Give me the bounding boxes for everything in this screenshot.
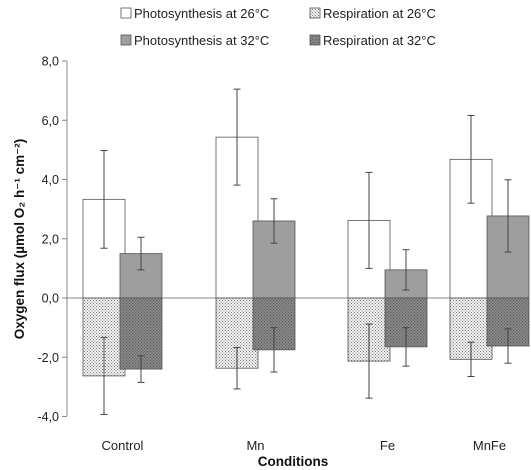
- error-bar: [270, 327, 278, 373]
- bars: [82, 136, 530, 377]
- error-bars: [100, 88, 512, 415]
- error-bar: [100, 336, 108, 415]
- legend-swatch: [309, 34, 321, 46]
- legend-label: Respiration at 32°C: [323, 33, 436, 48]
- legend-label: Photosynthesis at 26°C: [134, 6, 269, 21]
- legend-swatch: [120, 34, 132, 46]
- y-tick-label: -4,0: [37, 410, 59, 424]
- error-bar: [233, 88, 241, 186]
- error-bar: [365, 323, 373, 399]
- category-label-mn: Mn: [246, 438, 264, 453]
- legend: Photosynthesis at 26°C Respiration at 26°…: [120, 6, 436, 48]
- legend-item: Respiration at 26°C: [309, 6, 436, 21]
- legend-label: Photosynthesis at 32°C: [134, 33, 269, 48]
- y-tick-label: 4,0: [42, 173, 59, 187]
- y-tick-label: 2,0: [42, 232, 59, 246]
- legend-item: Photosynthesis at 26°C: [120, 6, 269, 21]
- error-bar: [137, 355, 145, 383]
- category-label-mnfe: MnFe: [473, 438, 506, 453]
- legend-label: Respiration at 26°C: [323, 6, 436, 21]
- error-bar: [504, 328, 512, 364]
- error-bar: [467, 115, 475, 204]
- error-bar: [365, 171, 373, 269]
- y-axis-title: Oxygen flux (µmol O₂ h⁻¹ cm⁻²): [12, 139, 27, 340]
- bar-respiration-at-32-c-mn: [252, 297, 296, 351]
- legend-item: Respiration at 32°C: [309, 33, 436, 48]
- error-bar: [270, 198, 278, 244]
- y-tick-label: 6,0: [42, 114, 59, 128]
- y-tick-label: 0,0: [42, 292, 59, 306]
- legend-swatch: [120, 7, 132, 19]
- x-axis-title: Conditions: [258, 454, 329, 469]
- error-bar: [402, 249, 410, 291]
- error-bar: [504, 179, 512, 253]
- legend-swatch: [309, 7, 321, 19]
- category-label-fe: Fe: [380, 438, 395, 453]
- error-bar: [137, 236, 145, 271]
- error-bar: [100, 149, 108, 249]
- category-label-control: Control: [102, 438, 144, 453]
- error-bar: [233, 346, 241, 390]
- error-bar: [402, 327, 410, 367]
- legend-item: Photosynthesis at 32°C: [120, 33, 269, 48]
- error-bar: [467, 341, 475, 378]
- y-tick-label: -2,0: [37, 351, 59, 365]
- y-tick-label: 8,0: [42, 55, 59, 69]
